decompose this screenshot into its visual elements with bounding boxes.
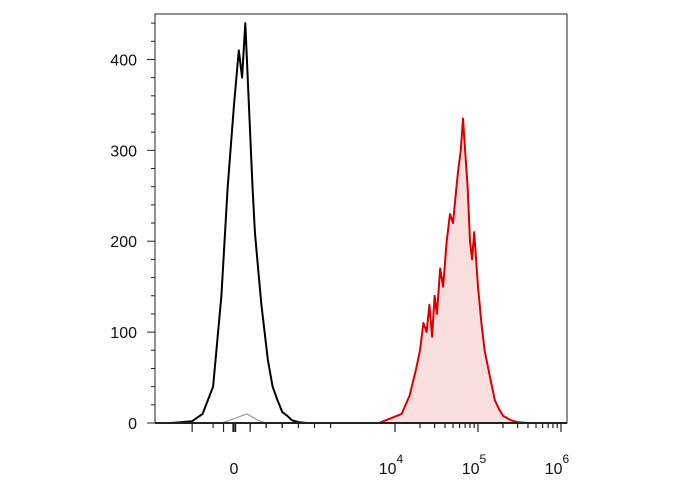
x-tick-exponent: 6 xyxy=(563,452,570,466)
x-tick-exponent: 4 xyxy=(397,452,404,466)
y-tick-label: 400 xyxy=(110,52,137,69)
series-1-line xyxy=(221,413,267,424)
y-tick-label: 200 xyxy=(110,234,137,251)
series-2-line xyxy=(378,117,529,424)
x-axis: 0 104 105 106 xyxy=(191,423,570,478)
y-tick-label: 300 xyxy=(110,143,137,160)
x-tick-label: 0 xyxy=(230,461,239,478)
series-2-area xyxy=(378,118,528,423)
x-tick-exponent: 5 xyxy=(480,452,487,466)
x-tick-label: 105 xyxy=(462,452,487,478)
series-layer xyxy=(171,22,529,424)
y-tick-label: 100 xyxy=(110,325,137,342)
x-tick-label: 106 xyxy=(545,452,570,478)
x-tick-label: 104 xyxy=(379,452,404,478)
y-axis: 0 100 200 300 400 xyxy=(110,22,155,433)
series-0-line xyxy=(171,22,331,424)
plot-frame xyxy=(154,13,568,424)
y-tick-label: 0 xyxy=(128,416,137,433)
